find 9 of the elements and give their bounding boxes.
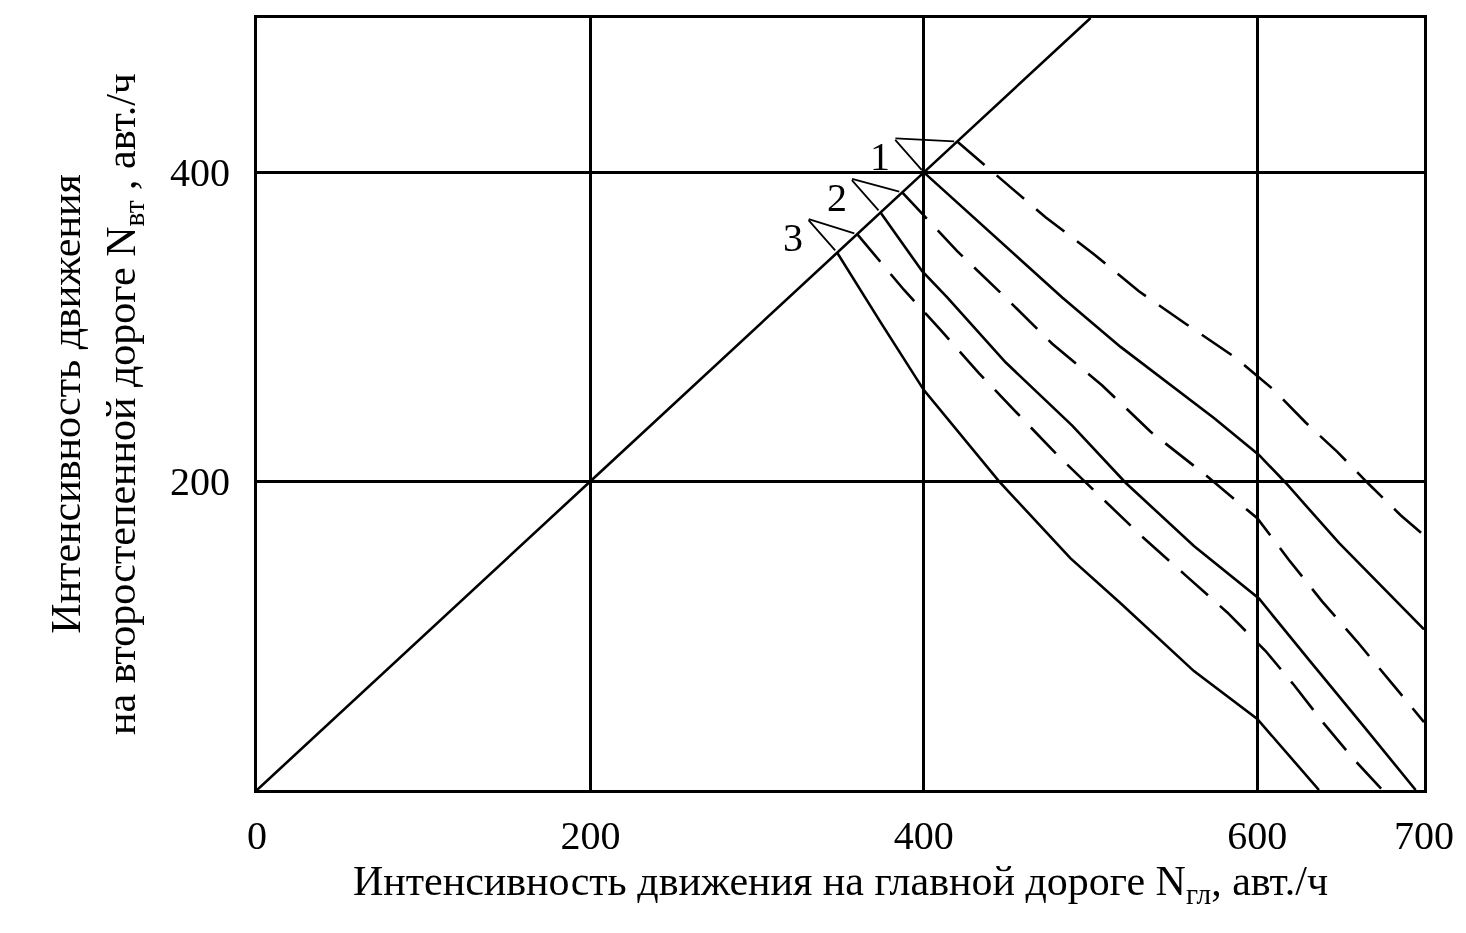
annotation: 3: [783, 215, 803, 260]
x-tick-label: 0: [247, 813, 267, 858]
x-tick-label: 400: [893, 813, 954, 858]
annotation: 1: [870, 134, 890, 179]
x-tick-label: 200: [560, 813, 621, 858]
x-axis-title: Интенсивность движения на главной дороге N$_{гл}$, авт./ч: [352, 858, 1329, 910]
x-tick-label: 700: [1394, 813, 1454, 858]
annotation: 2: [827, 175, 847, 220]
x-tick-label: 600: [1227, 813, 1288, 858]
